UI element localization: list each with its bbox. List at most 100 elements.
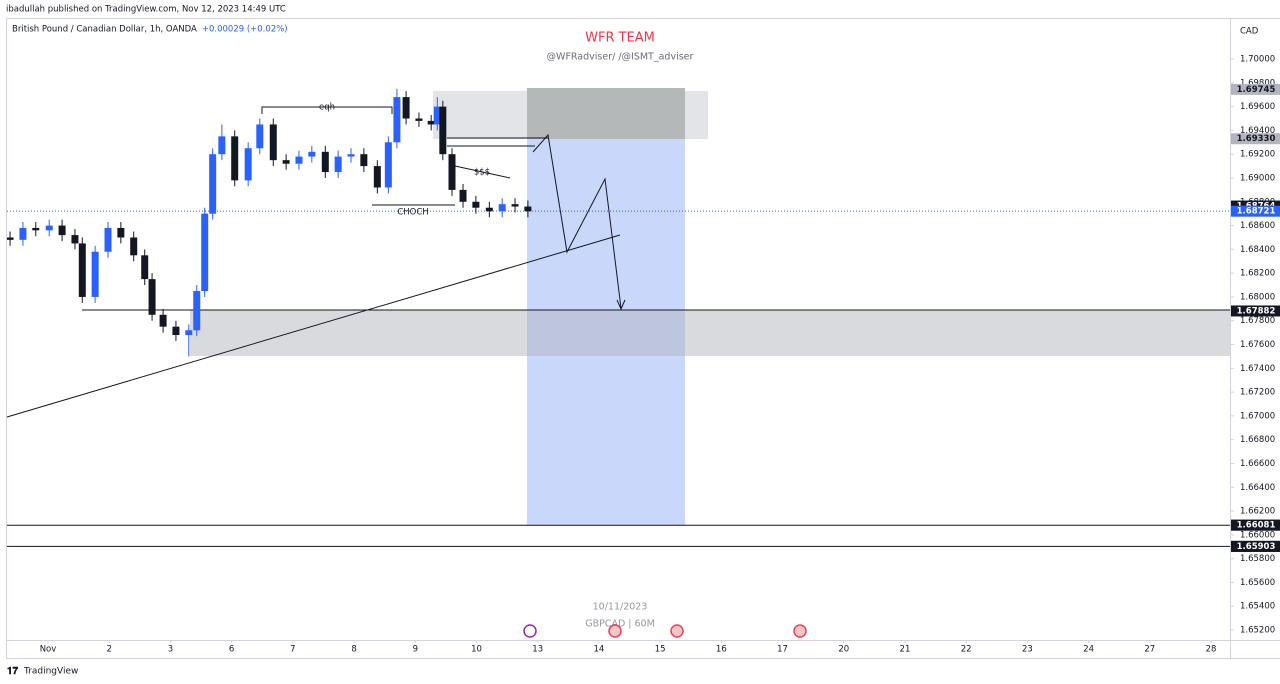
candle (334, 150, 342, 178)
candle-body (347, 154, 355, 157)
y-tick-label: 1.67000 (1240, 411, 1275, 421)
candle (485, 201, 493, 218)
axes: 1.65200 1.65400 1.65600 1.65800 1.66000 1.662… (40, 55, 1280, 655)
x-tick-label: 22 (961, 645, 972, 655)
event-icon[interactable] (670, 624, 684, 638)
candle (58, 219, 66, 242)
candle-body (130, 237, 138, 256)
annotation: $$$ (474, 168, 490, 178)
candle (384, 136, 392, 194)
event-icon[interactable] (793, 624, 807, 638)
watermark: GBPCAD | 60M (585, 619, 655, 630)
y-tick-label: 1.68400 (1240, 245, 1275, 255)
candle-body (218, 136, 226, 155)
price-label-bg (1231, 133, 1280, 145)
candle (91, 245, 99, 303)
x-tick-label: 6 (229, 645, 234, 655)
candle (185, 324, 193, 357)
watermark: 10/11/2023 (593, 602, 648, 613)
x-tick-label: 9 (413, 645, 418, 655)
candle-body (334, 156, 342, 173)
candle (148, 273, 156, 321)
candle (472, 195, 480, 214)
event-icon[interactable] (523, 624, 537, 638)
y-tick-label: 1.67800 (1240, 316, 1275, 326)
footer-logo: 𝟏𝟕 TradingView (7, 666, 78, 677)
x-tick-label: 15 (655, 645, 666, 655)
y-tick-label: 1.69000 (1240, 173, 1275, 183)
candle-body (32, 227, 40, 231)
candle (141, 249, 149, 286)
y-tick-label: 1.67400 (1240, 364, 1275, 374)
x-tick-label: 8 (351, 645, 356, 655)
candle (282, 154, 290, 170)
candle-body (295, 156, 303, 164)
annotation: eqh (319, 103, 335, 113)
y-tick-label: 1.67600 (1240, 340, 1275, 350)
candle-body (459, 189, 467, 202)
candle-body (427, 120, 435, 125)
x-tick-label: 16 (716, 645, 727, 655)
candle-body (209, 154, 217, 214)
candle (130, 231, 138, 262)
liquidity-line (454, 165, 511, 179)
price-label-bg (1231, 83, 1280, 95)
y-tick-label: 1.66000 (1240, 530, 1275, 540)
candle (295, 150, 303, 170)
chart-subtitle: @WFRadviser/ /@ISMT_adviser (547, 52, 694, 63)
candle (439, 100, 447, 161)
candle-body (308, 151, 316, 157)
candle-body (511, 204, 519, 207)
candle-body (282, 160, 290, 164)
candle (415, 112, 423, 127)
y-tick-label: 1.66600 (1240, 459, 1275, 469)
x-tick-label: 3 (168, 645, 173, 655)
price-label-bg (1231, 205, 1280, 217)
currency: CAD (1240, 27, 1259, 37)
arrow-head (616, 299, 626, 311)
candle (459, 183, 467, 208)
candle-body (148, 279, 156, 315)
candle-body (448, 154, 456, 190)
price-label: 1.69745 (1237, 85, 1276, 95)
time-axis (0, 640, 1280, 660)
candle-body (201, 213, 209, 291)
y-tick-label: 1.69400 (1240, 126, 1275, 136)
x-tick-label: 14 (593, 645, 604, 655)
price-label: 1.65903 (1237, 542, 1276, 552)
candle-body (373, 166, 381, 188)
y-tick-label: 1.68000 (1240, 292, 1275, 302)
candle (269, 118, 277, 167)
x-tick-label: 20 (838, 645, 849, 655)
candle-body (402, 97, 410, 119)
trend-line (6, 234, 621, 418)
x-tick-label: 2 (107, 645, 112, 655)
x-tick-label: 10 (471, 645, 482, 655)
candle-body (384, 142, 392, 188)
price-label-bg (1231, 540, 1280, 552)
candle-body (159, 314, 167, 327)
candle-body (58, 225, 66, 236)
x-tick-label: 27 (1144, 645, 1155, 655)
footer: TradingView (23, 667, 78, 677)
candle-body (360, 154, 368, 167)
candle (45, 219, 53, 237)
candle (524, 200, 532, 218)
candles (6, 88, 1230, 547)
drawings (6, 88, 1230, 525)
candle (427, 114, 435, 131)
candle-body (91, 251, 99, 297)
x-tick-label: 7 (290, 645, 295, 655)
candle (393, 88, 401, 149)
candle (218, 124, 226, 161)
candle (402, 91, 410, 125)
candle-body (415, 118, 423, 121)
candle (448, 148, 456, 196)
x-tick-label: 24 (1083, 645, 1094, 655)
candle-body (269, 124, 277, 161)
x-tick-label: 23 (1022, 645, 1033, 655)
y-tick-label: 1.65600 (1240, 578, 1275, 588)
event-icon[interactable] (608, 624, 622, 638)
x-tick-label: Nov (40, 645, 57, 655)
